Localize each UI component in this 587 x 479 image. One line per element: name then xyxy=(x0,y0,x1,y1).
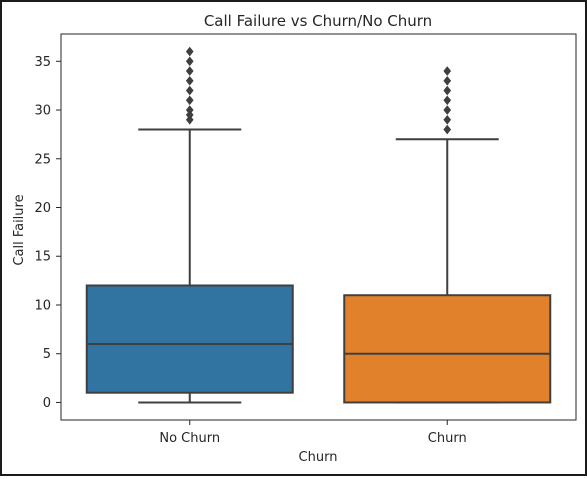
boxplot-chart: Call Failure vs Churn/No Churn Churn Cal… xyxy=(12,12,577,465)
y-tick-label: 25 xyxy=(34,152,51,167)
y-axis-label: Call Failure xyxy=(12,194,27,265)
outlier-point xyxy=(185,110,194,120)
outlier-point xyxy=(185,46,194,57)
outlier-point xyxy=(185,56,194,67)
outlier-point xyxy=(185,66,194,76)
outlier-point xyxy=(443,66,452,76)
box-churn xyxy=(343,294,552,404)
outlier-point xyxy=(443,75,452,86)
x-axis-label: Churn xyxy=(299,450,338,465)
y-tick-label: 30 xyxy=(34,104,51,119)
outlier-point xyxy=(185,75,194,86)
y-tick-label: 20 xyxy=(34,201,51,216)
plot-area: 0 5 10 15 20 25 30 35 No Churn Churn xyxy=(34,33,577,446)
y-tick-label: 35 xyxy=(34,55,51,70)
outlier-point xyxy=(443,105,452,115)
outlier-point xyxy=(443,95,452,106)
outlier-point xyxy=(185,105,194,115)
axes-frame xyxy=(60,33,577,421)
outlier-point xyxy=(185,114,194,125)
box-no-churn xyxy=(85,284,294,394)
outlier-point xyxy=(443,85,452,96)
y-tick-label: 10 xyxy=(34,298,51,313)
x-tick-label: No Churn xyxy=(159,431,220,446)
y-tick-label: 0 xyxy=(43,396,51,411)
outlier-point xyxy=(185,95,194,106)
chart-title: Call Failure vs Churn/No Churn xyxy=(204,12,432,30)
outlier-point xyxy=(185,85,194,96)
y-tick-label: 15 xyxy=(34,250,51,265)
y-tick-label: 5 xyxy=(43,347,51,362)
outlier-point xyxy=(443,124,452,135)
x-tick-label: Churn xyxy=(428,431,467,446)
outlier-point xyxy=(443,114,452,125)
